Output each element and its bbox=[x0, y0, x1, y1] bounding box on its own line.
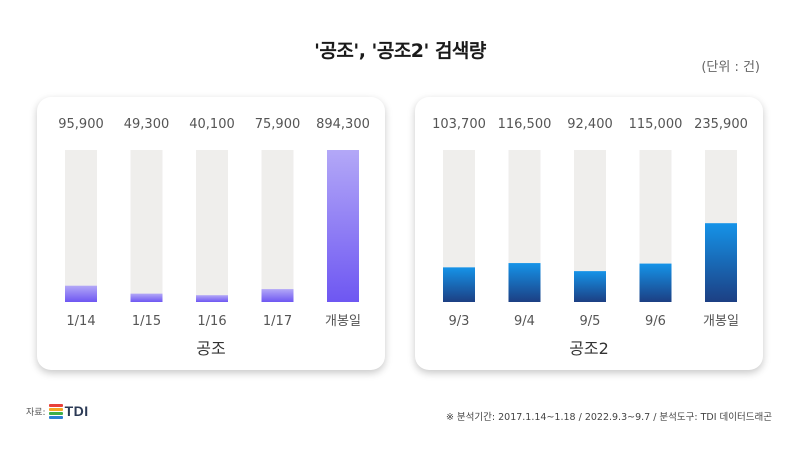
bar-1/15 bbox=[130, 293, 163, 302]
value-label: 49,300 bbox=[124, 117, 170, 132]
panel-gongjo: 95,900 1/14 49,300 1/15 40,100 1/16 75,900 1/17… bbox=[37, 97, 385, 370]
value-label: 115,000 bbox=[629, 117, 683, 132]
unit-label: (단위 : 건) bbox=[701, 60, 760, 75]
category-label: 9/5 bbox=[580, 314, 601, 329]
bar-9/6 bbox=[639, 263, 672, 302]
category-label: 9/6 bbox=[645, 314, 666, 329]
category-label: 개봉일 bbox=[703, 314, 739, 329]
value-label: 92,400 bbox=[567, 117, 613, 132]
value-label: 103,700 bbox=[432, 117, 486, 132]
panel-title-gongjo2: 공조2 bbox=[569, 339, 609, 358]
tdi-logo-mark-icon bbox=[48, 403, 63, 419]
category-label: 1/15 bbox=[132, 314, 161, 329]
source-label: 자료: bbox=[26, 407, 46, 418]
logo-stripe bbox=[48, 407, 63, 411]
analysis-footnote: ※ 분석기간: 2017.1.14~1.18 / 2022.9.3~9.7 / … bbox=[445, 412, 772, 423]
bar-9/4 bbox=[508, 263, 541, 302]
bar-track bbox=[130, 150, 163, 302]
panel-gongjo2: 103,700 9/3 116,500 9/4 92,400 9/5 115,000 9/6 2… bbox=[415, 97, 763, 370]
category-label: 개봉일 bbox=[325, 314, 361, 329]
bar-1/17 bbox=[261, 289, 294, 302]
logo-text: TDI bbox=[64, 403, 89, 419]
category-label: 9/4 bbox=[514, 314, 535, 329]
category-label: 1/17 bbox=[263, 314, 292, 329]
bar-1/16 bbox=[196, 295, 228, 302]
logo-stripe bbox=[48, 403, 63, 407]
bar-개봉일 bbox=[327, 150, 359, 302]
value-label: 40,100 bbox=[189, 117, 235, 132]
tdi-logo: TDI bbox=[48, 403, 89, 419]
value-label: 235,900 bbox=[694, 117, 748, 132]
chart-gongjo2: 103,700 9/3 116,500 9/4 92,400 9/5 115,000 9/6 2… bbox=[432, 117, 748, 329]
chart-gongjo: 95,900 1/14 49,300 1/15 40,100 1/16 75,900 1/17… bbox=[58, 117, 370, 329]
logo-stripe bbox=[48, 415, 63, 419]
bar-1/14 bbox=[65, 285, 97, 302]
source-credit: 자료: TDI bbox=[26, 403, 89, 419]
value-label: 116,500 bbox=[498, 117, 552, 132]
value-label: 894,300 bbox=[316, 117, 370, 132]
logo-stripe bbox=[48, 411, 63, 415]
bar-9/5 bbox=[574, 271, 606, 302]
chart-title: '공조', '공조2' 검색량 bbox=[314, 40, 486, 62]
category-label: 1/14 bbox=[66, 314, 95, 329]
category-label: 9/3 bbox=[449, 314, 470, 329]
bar-track bbox=[65, 150, 97, 302]
category-label: 1/16 bbox=[197, 314, 226, 329]
value-label: 75,900 bbox=[255, 117, 301, 132]
bar-track bbox=[196, 150, 228, 302]
panel-title-gongjo: 공조 bbox=[196, 339, 226, 358]
bar-track bbox=[261, 150, 294, 302]
bar-개봉일 bbox=[705, 223, 737, 302]
value-label: 95,900 bbox=[58, 117, 104, 132]
bar-9/3 bbox=[443, 267, 475, 302]
